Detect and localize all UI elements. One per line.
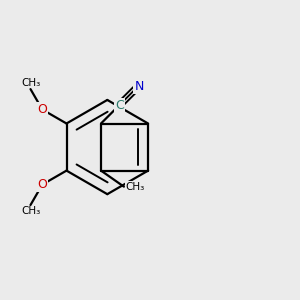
Text: CH₃: CH₃ <box>21 206 40 217</box>
Text: C: C <box>115 99 124 112</box>
Text: O: O <box>37 103 47 116</box>
Text: O: O <box>37 178 47 191</box>
Text: CH₃: CH₃ <box>125 182 145 192</box>
Text: CH₃: CH₃ <box>21 78 40 88</box>
Text: N: N <box>134 80 144 93</box>
